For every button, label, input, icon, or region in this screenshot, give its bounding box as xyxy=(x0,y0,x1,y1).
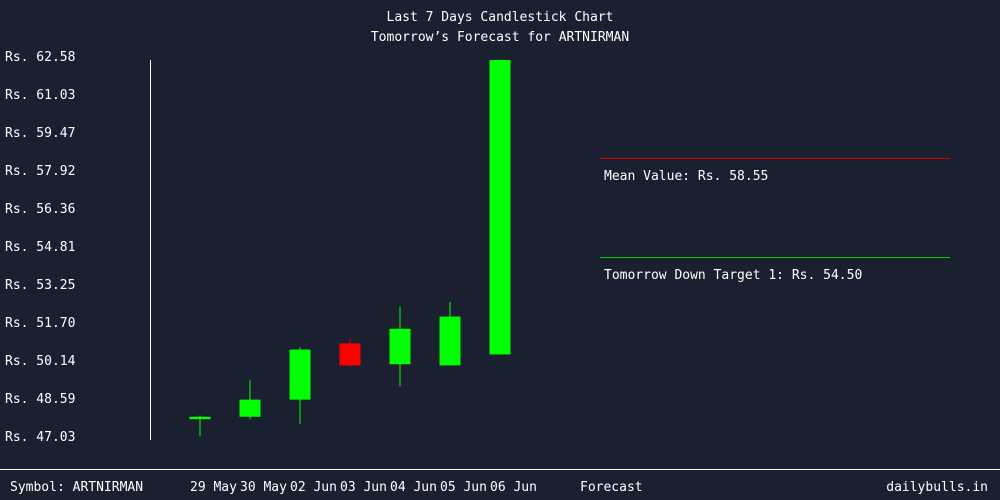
y-tick-label: Rs. 54.81 xyxy=(5,239,76,255)
y-tick-label: Rs. 48.59 xyxy=(5,391,76,407)
x-tick-label: 05 Jun xyxy=(440,480,487,495)
footer-symbol: Symbol: ARTNIRMAN xyxy=(10,480,144,495)
candle-body xyxy=(389,328,411,365)
x-tick-label: 02 Jun xyxy=(290,480,337,495)
x-tick-label: 29 May xyxy=(190,480,237,495)
y-tick-label: Rs. 47.03 xyxy=(5,430,76,445)
candle-body xyxy=(289,349,311,400)
y-tick-label: Rs. 62.58 xyxy=(5,50,76,65)
y-tick-label: Rs. 57.92 xyxy=(5,163,76,179)
y-tick-label: Rs. 59.47 xyxy=(5,126,76,141)
chart-title: Last 7 Days Candlestick Chart xyxy=(386,10,614,25)
candle-body xyxy=(439,316,461,366)
candle-body xyxy=(339,343,361,366)
candle-body xyxy=(189,416,211,420)
candles-group xyxy=(189,59,511,437)
annotation-lines xyxy=(600,158,950,258)
y-tick-label: Rs. 51.70 xyxy=(5,315,76,331)
y-tick-label: Rs. 53.25 xyxy=(5,278,76,293)
candle-body xyxy=(489,59,511,355)
candle-body xyxy=(239,399,261,417)
x-tick-label: 03 Jun xyxy=(340,480,387,495)
x-tick-label: 30 May xyxy=(240,480,287,495)
annotation-label: Mean Value: Rs. 58.55 xyxy=(604,168,769,184)
chart-subtitle: Tomorrow’s Forecast for ARTNIRMAN xyxy=(370,30,630,45)
annotation-label: Tomorrow Down Target 1: Rs. 54.50 xyxy=(604,267,863,283)
forecast-label: Forecast xyxy=(580,480,643,495)
y-tick-label: Rs. 56.36 xyxy=(5,202,76,217)
y-tick-label: Rs. 61.03 xyxy=(5,87,76,103)
y-tick-label: Rs. 50.14 xyxy=(5,354,76,369)
footer-site: dailybulls.in xyxy=(886,480,988,495)
x-tick-label: 04 Jun xyxy=(390,480,437,495)
x-tick-label: 06 Jun xyxy=(490,480,537,495)
